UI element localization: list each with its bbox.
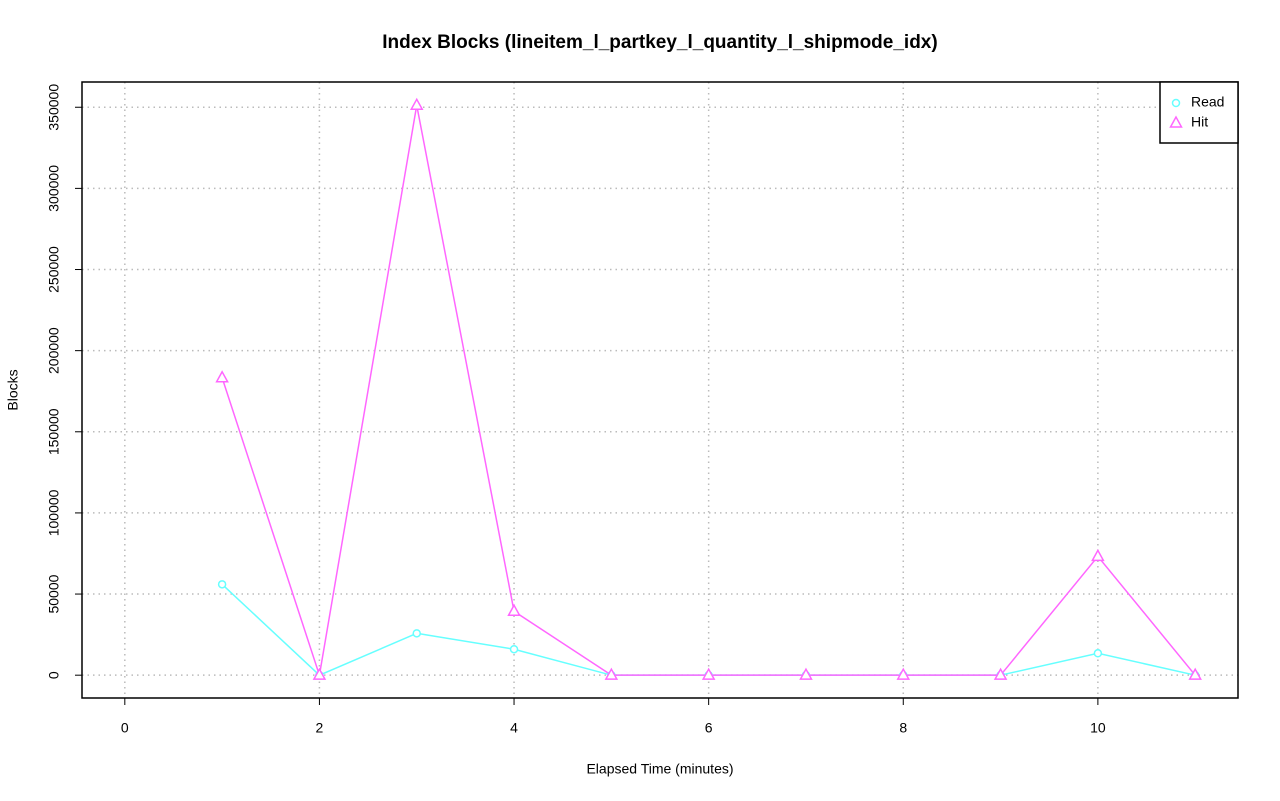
- point: [896, 667, 911, 680]
- point: [412, 629, 421, 638]
- x-axis-label: Elapsed Time (minutes): [586, 761, 733, 777]
- y-tick-label: 250000: [46, 246, 62, 293]
- x-tick-label: 10: [1090, 720, 1106, 736]
- x-tick-label: 8: [899, 720, 907, 736]
- x-tick-label: 4: [510, 720, 518, 736]
- point: [701, 667, 716, 680]
- y-tick-label: 50000: [46, 574, 62, 613]
- point: [799, 667, 813, 680]
- x-tick-label: 2: [316, 720, 324, 736]
- legend-symbol: [1169, 115, 1183, 128]
- chart-title: Index Blocks (lineitem_l_partkey_l_quant…: [382, 32, 937, 53]
- y-tick-label: 0: [46, 671, 62, 679]
- legend-symbol: [1171, 98, 1181, 108]
- point: [1093, 649, 1103, 658]
- point: [215, 370, 229, 383]
- point: [604, 667, 619, 680]
- y-tick-label: 300000: [46, 165, 62, 212]
- point: [509, 644, 519, 654]
- x-tick-label: 0: [121, 720, 129, 736]
- y-axis-label: Blocks: [5, 369, 21, 410]
- y-tick-label: 100000: [46, 489, 62, 536]
- point: [993, 667, 1008, 680]
- point: [409, 97, 424, 111]
- point: [1188, 667, 1202, 680]
- point: [312, 667, 327, 680]
- plot-frame: [81, 81, 1239, 699]
- y-tick-label: 150000: [46, 408, 62, 455]
- point: [507, 603, 521, 617]
- point: [1091, 548, 1105, 562]
- legend-box: [1159, 81, 1239, 144]
- legend-label: Hit: [1191, 114, 1208, 130]
- x-tick-label: 6: [705, 720, 713, 736]
- legend-label: Read: [1191, 94, 1224, 110]
- y-tick-label: 200000: [46, 327, 62, 374]
- series-line: [221, 583, 1196, 677]
- y-tick-label: 350000: [46, 84, 62, 131]
- point: [217, 580, 227, 589]
